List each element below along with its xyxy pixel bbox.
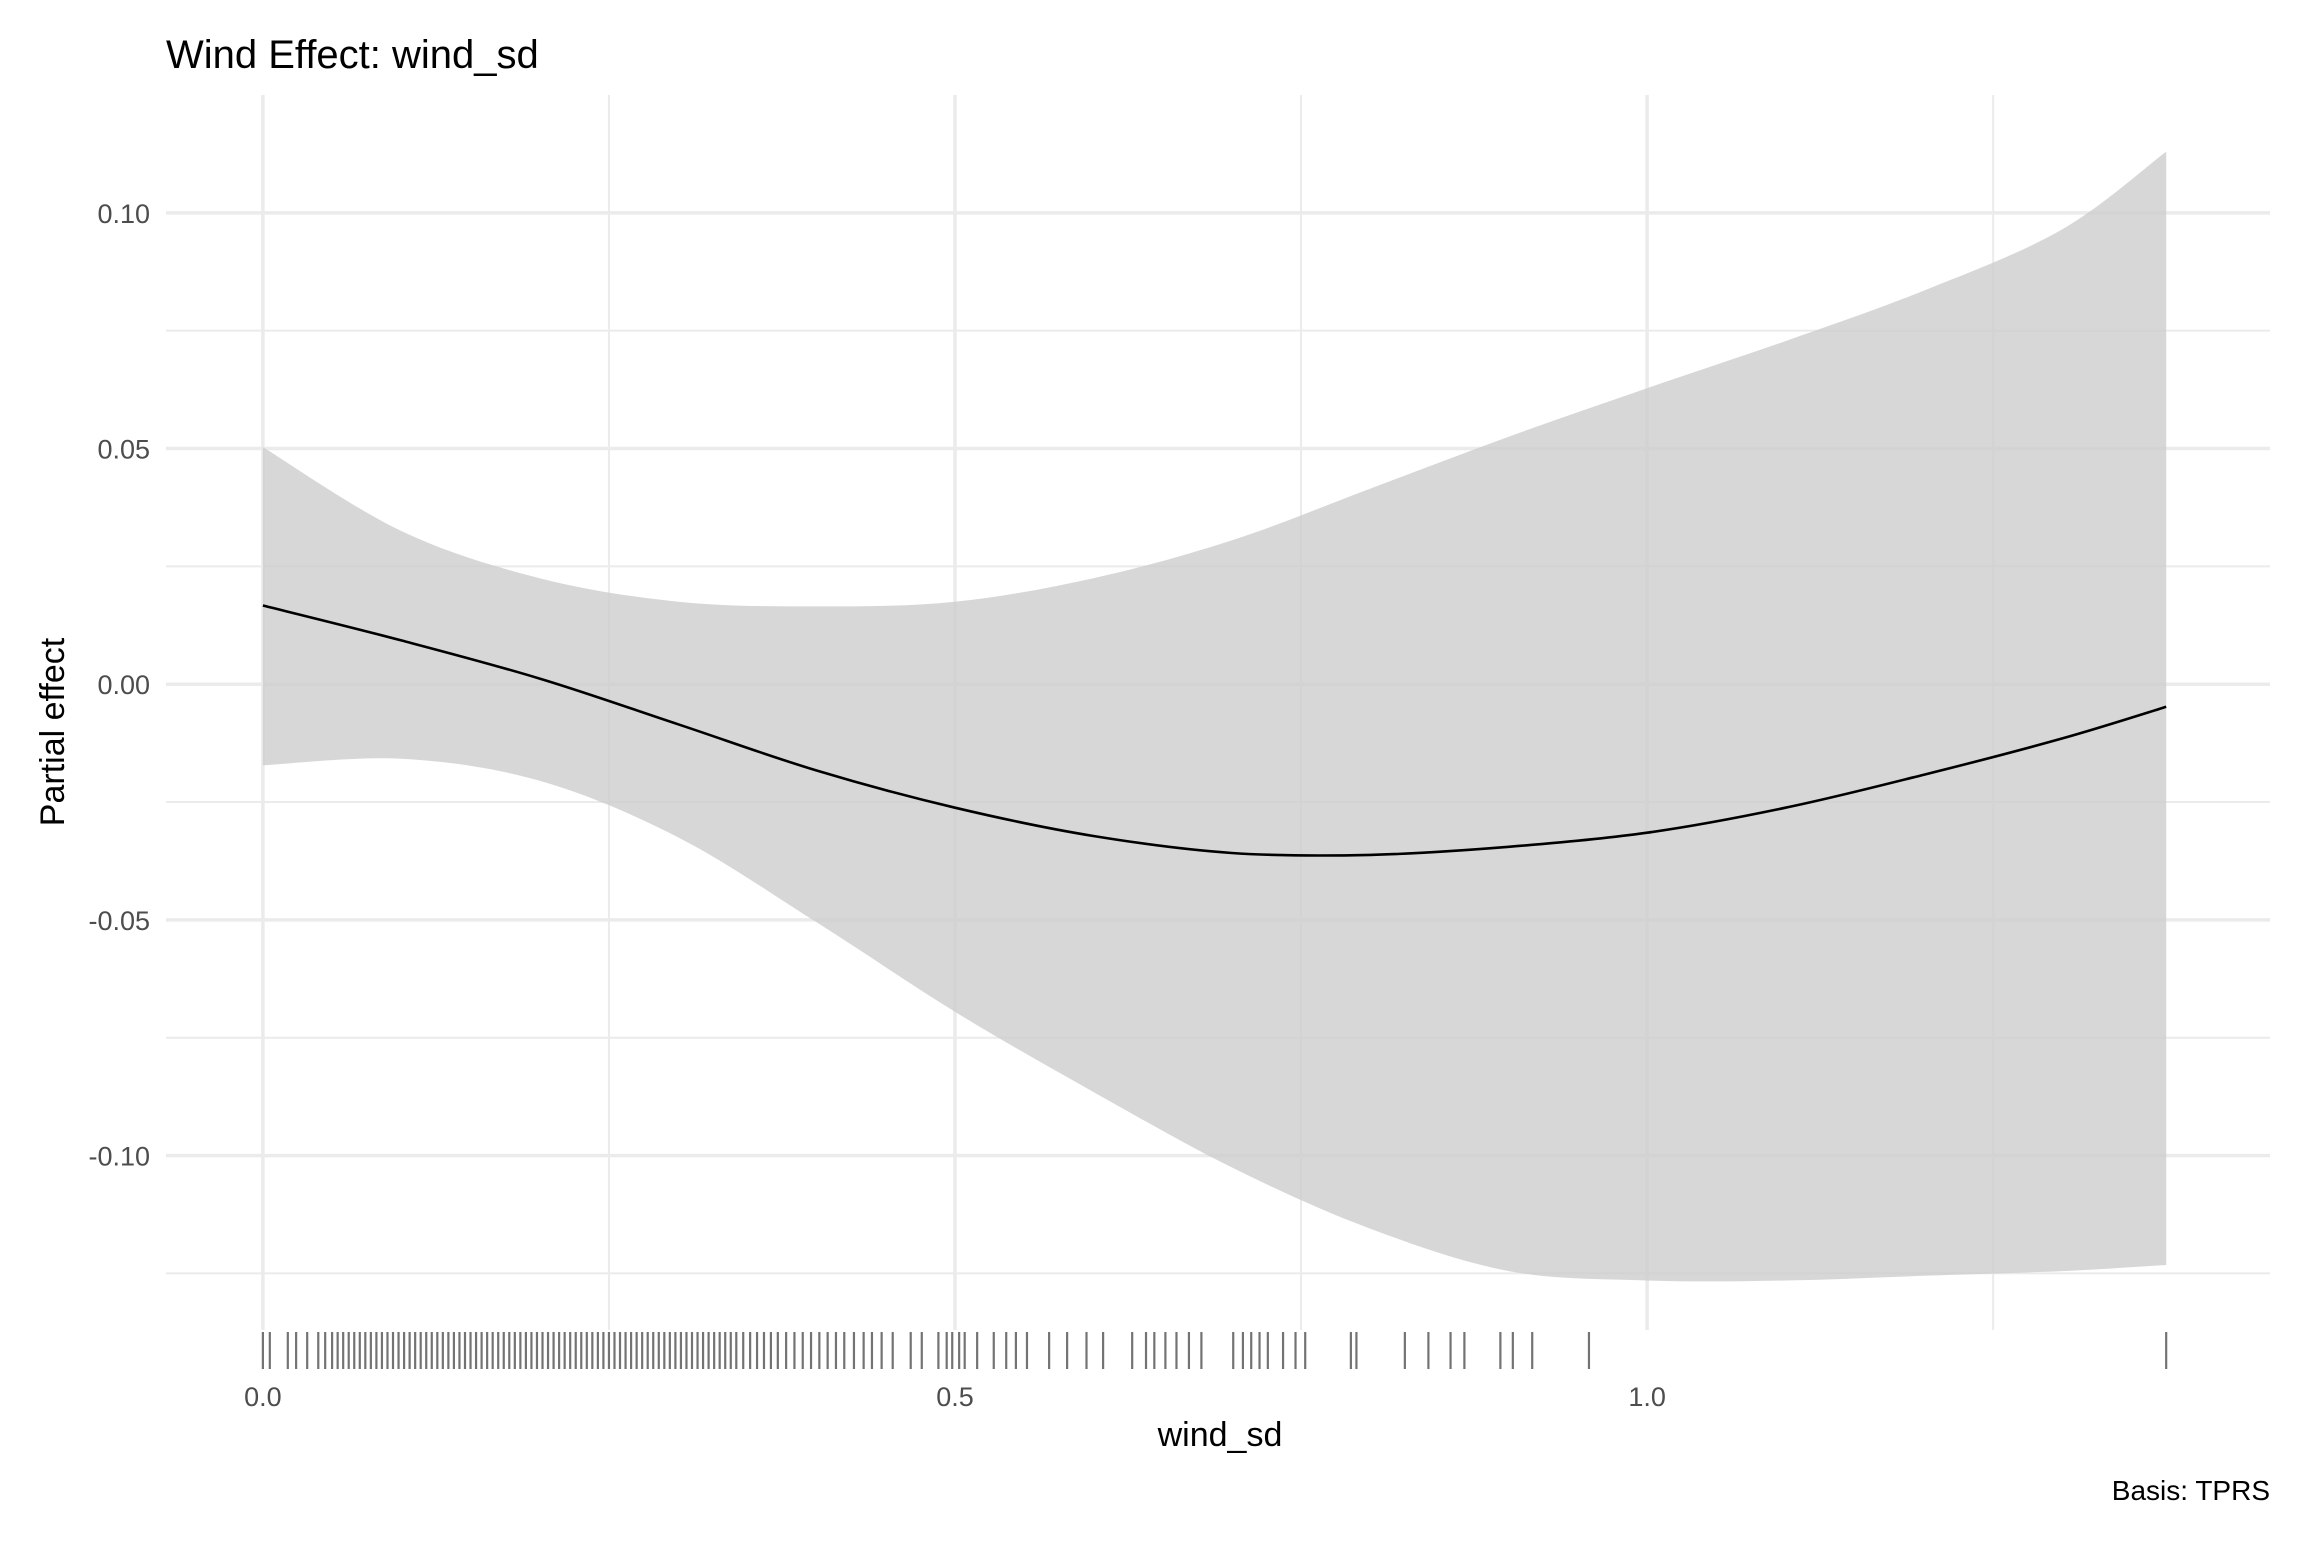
y-axis-title: Partial effect	[34, 637, 72, 826]
y-tick-label: -0.05	[88, 906, 150, 936]
estimate-line-layer	[262, 604, 2167, 857]
axis-labels-layer: 0.10 0.05 0.00 -0.05 -0.10 0.0 0.5 1.0	[88, 199, 1665, 1412]
x-tick-label: 0.5	[936, 1382, 974, 1412]
rug-layer	[261, 1332, 2168, 1369]
x-tick-label: 1.0	[1628, 1382, 1666, 1412]
y-tick-label: -0.10	[88, 1142, 150, 1172]
chart-title: Wind Effect: wind_sd	[166, 33, 539, 77]
x-axis-title: wind_sd	[1157, 1416, 1283, 1454]
y-tick-label: 0.00	[97, 670, 150, 700]
x-tick-label: 0.0	[244, 1382, 282, 1412]
y-tick-label: 0.10	[97, 199, 150, 229]
confidence-band-layer	[262, 151, 2167, 1282]
estimate-line	[262, 604, 2167, 857]
y-tick-label: 0.05	[97, 435, 150, 465]
confidence-band	[262, 151, 2167, 1282]
chart-caption: Basis: TPRS	[2112, 1475, 2270, 1506]
